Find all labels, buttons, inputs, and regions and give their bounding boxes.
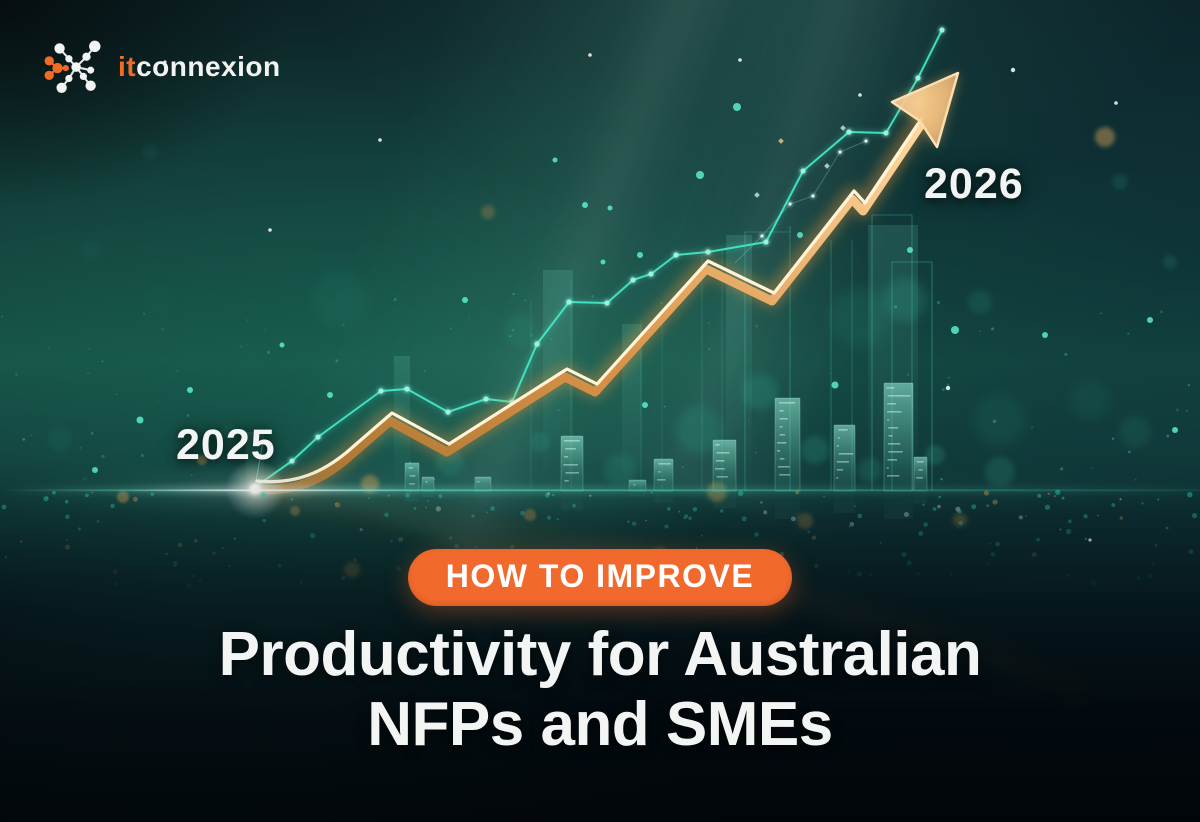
starburst-flare xyxy=(165,459,345,519)
page-title: Productivity for Australian NFPs and SME… xyxy=(0,620,1200,760)
horizon-line xyxy=(0,478,1200,502)
title-line-2: NFPs and SMEs xyxy=(367,690,833,760)
logo-text-it: it xyxy=(118,51,137,82)
year-label-end: 2026 xyxy=(924,160,1024,208)
itconnexion-logo: itconnexion xyxy=(40,36,281,94)
teal-trend-line xyxy=(253,25,947,490)
logo-wordmark: itconnexion xyxy=(118,49,281,81)
kicker-badge: HOW TO IMPROVE xyxy=(407,549,793,606)
logo-text-connexion: connexion xyxy=(136,51,281,82)
title-line-1: Productivity for Australian xyxy=(218,620,982,689)
network-molecule-icon xyxy=(44,40,101,93)
year-label-start: 2025 xyxy=(176,421,276,469)
headline-block: HOW TO IMPROVE Productivity for Australi… xyxy=(0,549,1200,760)
